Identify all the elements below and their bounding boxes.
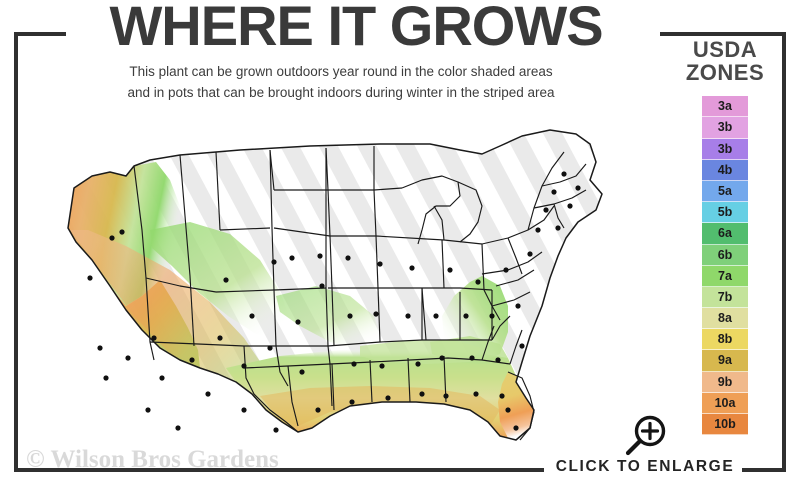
legend-swatch-5a-4: 5a bbox=[702, 180, 748, 203]
map-svg bbox=[67, 129, 603, 441]
legend-swatch-label: 7b bbox=[717, 289, 733, 304]
legend-swatch-label: 10a bbox=[714, 395, 736, 410]
legend-swatch-label: 9b bbox=[717, 374, 733, 389]
page-title: WHERE IT GROWS bbox=[109, 0, 603, 57]
legend-title-line-2: ZONES bbox=[685, 60, 765, 86]
watermark: © Wilson Bros Gardens bbox=[26, 446, 279, 473]
legend-swatch-label: 4b bbox=[717, 162, 733, 177]
legend-swatch-9b-13: 9b bbox=[702, 371, 748, 393]
legend-swatch-6a-6: 6a bbox=[702, 223, 748, 245]
legend-title-line-1: USDA bbox=[692, 37, 758, 62]
legend-swatch-5b-5: 5b bbox=[702, 202, 748, 224]
state-boundaries bbox=[67, 129, 603, 441]
legend-swatch-label: 10b bbox=[714, 417, 736, 431]
legend-swatch-label: 5b bbox=[717, 205, 733, 220]
legend-swatch-label: 6a bbox=[718, 226, 732, 241]
legend-swatch-label: 9a bbox=[718, 353, 732, 368]
frame-border-top-left bbox=[14, 32, 66, 36]
legend-swatch-6b-7: 6b bbox=[702, 244, 748, 266]
subtitle: This plant can be grown outdoors year ro… bbox=[46, 62, 636, 104]
legend-swatch-8b-11: 8b bbox=[702, 329, 748, 351]
legend-title: USDA ZONES bbox=[662, 38, 788, 84]
legend-swatch-label: 7a bbox=[718, 268, 732, 283]
hardiness-zone-map[interactable] bbox=[30, 110, 650, 460]
legend-swatch-10a-14: 10a bbox=[702, 392, 748, 414]
legend-swatch-3a-0: 3a bbox=[702, 96, 748, 118]
legend-swatch-8a-10: 8a bbox=[702, 308, 748, 330]
subtitle-line-2: and in pots that can be brought indoors … bbox=[127, 84, 555, 100]
legend-swatch-4b-3: 4b bbox=[702, 159, 748, 181]
legend-swatch-7a-8: 7a bbox=[702, 265, 748, 287]
legend-swatch-label: 5a bbox=[718, 183, 732, 198]
legend-swatch-label: 3b bbox=[717, 141, 733, 156]
subtitle-line-1: This plant can be grown outdoors year ro… bbox=[129, 64, 553, 79]
click-to-enlarge-control[interactable]: CLICK TO ENLARGE bbox=[552, 414, 738, 476]
legend-swatch-3b-1: 3b bbox=[702, 117, 748, 139]
legend-swatch-7b-9: 7b bbox=[702, 286, 748, 309]
usda-zones-legend: USDA ZONES 3a 3b 3b 4b 5a 5b 6a 6b 7a 7b 8a 8b 9a 9b 1… bbox=[662, 38, 788, 436]
legend-swatch-label: 3b bbox=[717, 120, 733, 135]
magnifier-plus-icon[interactable] bbox=[552, 414, 738, 458]
frame-border-left bbox=[14, 32, 18, 472]
legend-swatch-label: 8a bbox=[718, 311, 732, 326]
click-to-enlarge-label: CLICK TO ENLARGE bbox=[555, 458, 735, 475]
city-dots bbox=[87, 171, 581, 433]
legend-swatch-label: 6b bbox=[717, 247, 733, 262]
legend-swatch-9a-12: 9a bbox=[702, 350, 748, 372]
legend-swatch-10b-15: 10b bbox=[702, 414, 748, 436]
frame-border-bottom-left bbox=[14, 468, 544, 472]
legend-swatch-label: 8b bbox=[717, 332, 733, 347]
frame-border-bottom-right bbox=[742, 468, 786, 472]
legend-swatch-label: 3a bbox=[718, 99, 732, 114]
legend-swatch-list: 3a 3b 3b 4b 5a 5b 6a 6b 7a 7b 8a 8b 9a 9b 10a 10b bbox=[702, 96, 748, 436]
frame-border-top-right bbox=[660, 32, 786, 36]
frame-border-right bbox=[782, 32, 786, 472]
legend-swatch-3b-2: 3b bbox=[702, 138, 748, 160]
